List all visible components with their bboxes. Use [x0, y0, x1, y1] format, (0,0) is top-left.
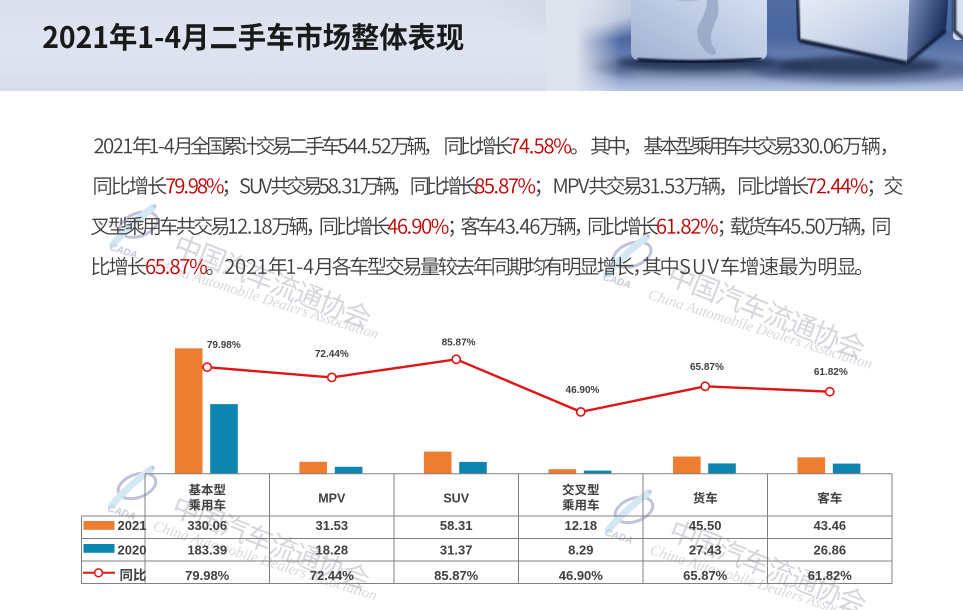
svg-text:MPV: MPV — [318, 492, 346, 506]
svg-text:65.87%: 65.87% — [690, 362, 724, 373]
svg-text:85.87%: 85.87% — [442, 337, 476, 348]
svg-text:18.28: 18.28 — [316, 543, 349, 558]
svg-text:46.90%: 46.90% — [566, 385, 600, 396]
svg-text:61.82%: 61.82% — [814, 367, 848, 378]
svg-text:SUV: SUV — [443, 492, 469, 506]
svg-text:65.87%: 65.87% — [683, 568, 728, 583]
svg-text:45.50: 45.50 — [689, 518, 722, 533]
svg-text:31.53: 31.53 — [316, 518, 349, 533]
svg-text:79.98%: 79.98% — [207, 340, 241, 351]
svg-text:26.86: 26.86 — [814, 543, 847, 558]
svg-text:12.18: 12.18 — [565, 518, 598, 533]
svg-text:2021: 2021 — [118, 518, 147, 533]
svg-text:79.98%: 79.98% — [185, 568, 230, 583]
svg-text:72.44%: 72.44% — [310, 568, 355, 583]
svg-text:72.44%: 72.44% — [315, 349, 349, 360]
svg-text:58.31: 58.31 — [440, 518, 473, 533]
svg-text:31.37: 31.37 — [440, 543, 473, 558]
svg-text:43.46: 43.46 — [814, 518, 847, 533]
svg-text:8.29: 8.29 — [568, 543, 593, 558]
svg-text:61.82%: 61.82% — [808, 568, 853, 583]
svg-text:46.90%: 46.90% — [559, 568, 604, 583]
svg-text:2020: 2020 — [118, 543, 147, 558]
svg-text:183.39: 183.39 — [187, 543, 227, 558]
svg-text:85.87%: 85.87% — [434, 568, 479, 583]
svg-text:330.06: 330.06 — [187, 518, 227, 533]
svg-text:27.43: 27.43 — [689, 543, 722, 558]
